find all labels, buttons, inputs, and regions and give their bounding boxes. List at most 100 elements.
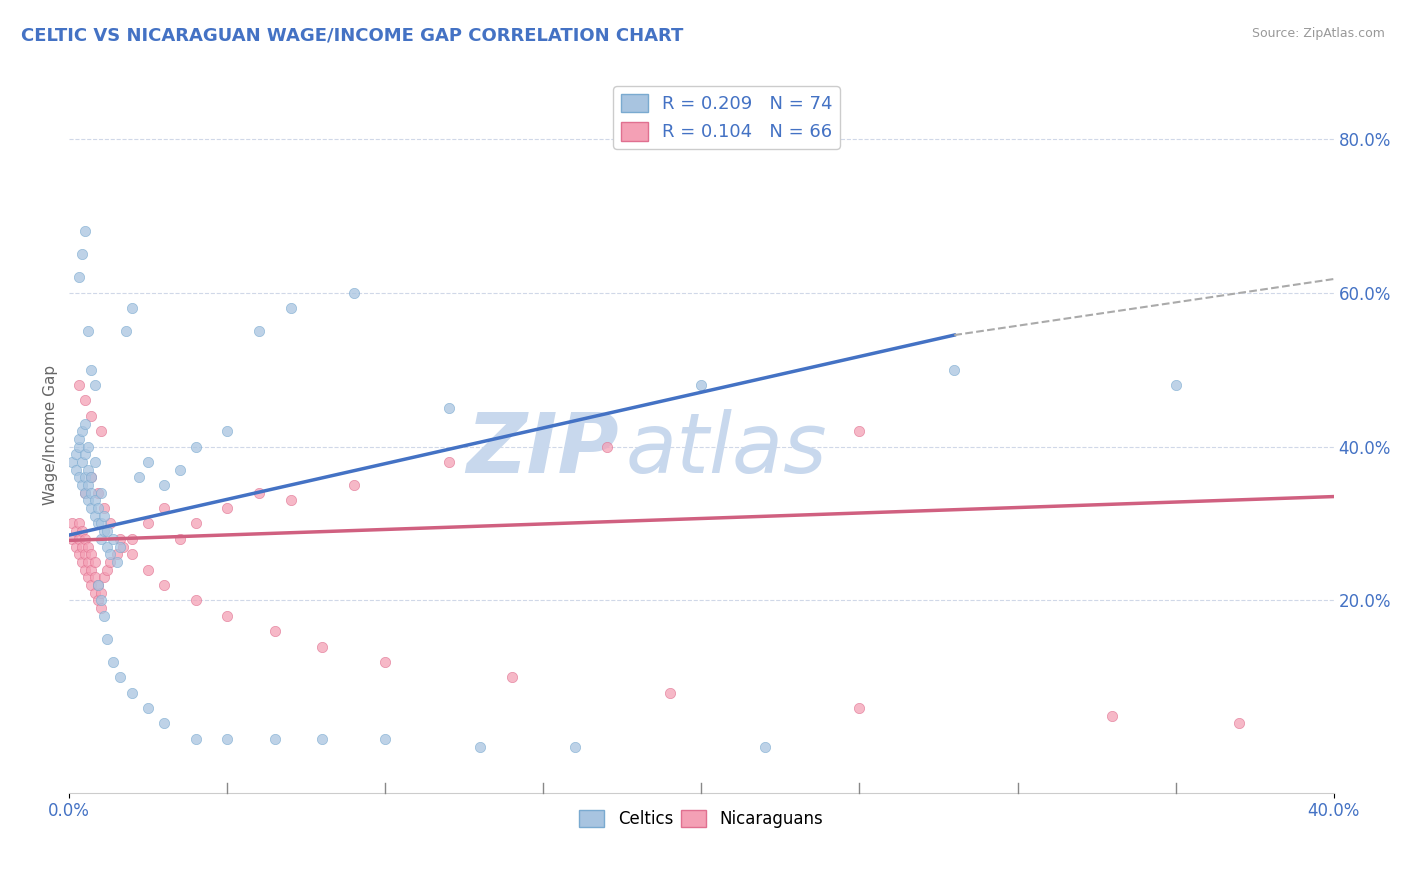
Point [67, 440, 90, 454]
Point [108, 670, 131, 684]
Point [93, 501, 115, 516]
Point [67, 470, 90, 484]
Point [105, 555, 128, 569]
Point [65, 447, 87, 461]
Point [83, 378, 105, 392]
Point [943, 362, 966, 376]
Point [83, 555, 105, 569]
Point [90, 532, 112, 546]
Point [86, 578, 108, 592]
Point [90, 585, 112, 599]
Point [121, 301, 143, 315]
Point [86, 516, 108, 531]
Point [80, 485, 103, 500]
Point [217, 731, 239, 746]
Point [73, 417, 96, 431]
Text: atlas: atlas [626, 409, 827, 490]
Y-axis label: Wage/Income Gap: Wage/Income Gap [44, 365, 58, 505]
Point [93, 570, 115, 584]
Point [86, 501, 108, 516]
Point [184, 440, 207, 454]
Point [184, 516, 207, 531]
Point [437, 401, 460, 416]
Point [73, 547, 96, 561]
Point [217, 608, 239, 623]
Point [77, 440, 100, 454]
Point [83, 493, 105, 508]
Point [1227, 716, 1250, 731]
Point [73, 532, 96, 546]
Point [153, 478, 176, 492]
Point [263, 731, 285, 746]
Point [60, 455, 83, 469]
Point [136, 455, 159, 469]
Point [658, 686, 681, 700]
Point [70, 424, 93, 438]
Point [67, 516, 90, 531]
Point [108, 540, 131, 554]
Point [90, 593, 112, 607]
Point [1101, 708, 1123, 723]
Point [83, 570, 105, 584]
Point [1164, 378, 1187, 392]
Point [80, 409, 103, 423]
Point [77, 493, 100, 508]
Point [98, 547, 121, 561]
Point [595, 440, 617, 454]
Point [121, 686, 143, 700]
Point [169, 463, 191, 477]
Point [83, 508, 105, 523]
Legend: Celtics, Nicaraguans: Celtics, Nicaraguans [572, 803, 830, 834]
Point [153, 716, 176, 731]
Point [93, 608, 115, 623]
Point [90, 424, 112, 438]
Point [169, 532, 191, 546]
Point [80, 470, 103, 484]
Point [247, 485, 270, 500]
Point [80, 563, 103, 577]
Point [77, 478, 100, 492]
Point [136, 563, 159, 577]
Point [437, 455, 460, 469]
Point [60, 516, 83, 531]
Point [70, 247, 93, 261]
Point [96, 524, 118, 538]
Point [311, 731, 333, 746]
Point [67, 432, 90, 446]
Point [280, 493, 302, 508]
Point [65, 540, 87, 554]
Point [111, 540, 134, 554]
Point [70, 524, 93, 538]
Point [121, 532, 143, 546]
Point [153, 501, 176, 516]
Point [93, 524, 115, 538]
Point [343, 285, 366, 300]
Point [70, 455, 93, 469]
Point [60, 532, 83, 546]
Point [263, 624, 285, 639]
Point [184, 593, 207, 607]
Point [374, 655, 396, 669]
Point [96, 540, 118, 554]
Point [86, 593, 108, 607]
Point [86, 578, 108, 592]
Point [70, 478, 93, 492]
Point [96, 632, 118, 646]
Point [374, 731, 396, 746]
Point [65, 524, 87, 538]
Point [73, 470, 96, 484]
Point [217, 424, 239, 438]
Point [848, 424, 870, 438]
Point [247, 324, 270, 338]
Point [77, 324, 100, 338]
Point [184, 731, 207, 746]
Point [98, 516, 121, 531]
Point [564, 739, 586, 754]
Point [83, 455, 105, 469]
Point [103, 532, 125, 546]
Point [77, 570, 100, 584]
Point [80, 362, 103, 376]
Text: CELTIC VS NICARAGUAN WAGE/INCOME GAP CORRELATION CHART: CELTIC VS NICARAGUAN WAGE/INCOME GAP COR… [21, 27, 683, 45]
Point [80, 578, 103, 592]
Point [80, 547, 103, 561]
